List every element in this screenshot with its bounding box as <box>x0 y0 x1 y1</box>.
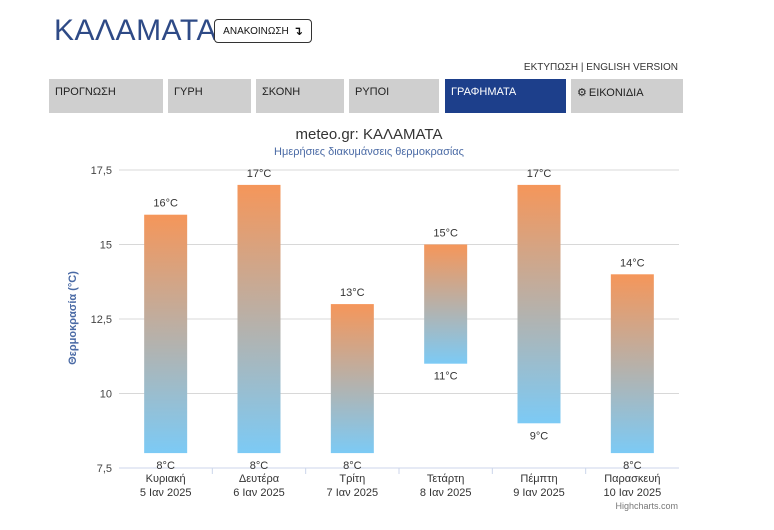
top-links: ΕΚΤΥΠΩΣΗ | ENGLISH VERSION <box>524 62 678 73</box>
low-temp-label: 8°C <box>343 460 362 472</box>
high-temp-label: 13°C <box>340 287 365 299</box>
link-separator: | <box>580 62 584 73</box>
tab-charts[interactable]: ΓΡΑΦΗΜΑΤΑ <box>445 79 566 113</box>
tab-label: ΠΡΟΓΝΩΣΗ <box>55 86 116 98</box>
x-category-day: Τετάρτη <box>427 473 465 485</box>
x-category-date: 9 Ιαν 2025 <box>513 487 565 499</box>
announcement-button[interactable]: ΑΝΑΚΟΙΝΩΣΗ ↴ <box>214 19 312 43</box>
y-tick-label: 12,5 <box>91 314 112 326</box>
tab-label: ΓΥΡΗ <box>174 86 203 98</box>
high-temp-label: 16°C <box>153 198 178 210</box>
chart-subtitle: Ημερήσιες διακυμάνσεις θερμοκρασίας <box>274 146 464 158</box>
print-link[interactable]: ΕΚΤΥΠΩΣΗ <box>523 62 579 73</box>
low-temp-label: 11°C <box>434 371 458 383</box>
chart-title: meteo.gr: ΚΑΛΑΜΑΤΑ <box>295 126 442 143</box>
temperature-bar[interactable] <box>424 244 468 364</box>
tab-label: ΡΥΠΟΙ <box>355 86 390 98</box>
low-temp-label: 9°C <box>530 430 549 442</box>
announcement-label: ΑΝΑΚΟΙΝΩΣΗ <box>223 25 289 37</box>
tab-dust[interactable]: ΣΚΟΝΗ <box>256 79 344 113</box>
y-tick-label: 15 <box>100 240 112 252</box>
temperature-bar[interactable] <box>517 184 561 424</box>
temperature-bar[interactable] <box>237 184 281 454</box>
page-title: ΚΑΛΑΜΑΤΑ <box>54 14 217 47</box>
credits[interactable]: Highcharts.com <box>615 501 678 511</box>
low-temp-label: 8°C <box>623 460 642 472</box>
high-temp-label: 17°C <box>527 168 552 180</box>
x-category-date: 10 Ιαν 2025 <box>603 487 661 499</box>
temperature-bar[interactable] <box>330 304 374 454</box>
gear-icon: ⚙ <box>577 87 587 99</box>
tab-forecast[interactable]: ΠΡΟΓΝΩΣΗ <box>49 79 163 113</box>
arrow-down-icon: ↴ <box>292 24 303 38</box>
x-category-date: 8 Ιαν 2025 <box>420 487 472 499</box>
tab-label: ΣΚΟΝΗ <box>262 86 301 98</box>
tab-pollen[interactable]: ΓΥΡΗ <box>168 79 251 113</box>
low-temp-label: 8°C <box>250 460 269 472</box>
high-temp-label: 17°C <box>247 168 272 180</box>
temperature-bar[interactable] <box>144 214 188 454</box>
english-version-link[interactable]: ENGLISH VERSION <box>586 62 678 73</box>
tab-pollutants[interactable]: ΡΥΠΟΙ <box>349 79 439 113</box>
tab-label: ΕΙΚΟΝΙΔΙΑ <box>588 87 644 99</box>
y-tick-label: 17,5 <box>91 165 112 177</box>
x-category-day: Πέμπτη <box>520 473 557 485</box>
y-axis-label: Θερμοκρασία (°C) <box>67 271 79 365</box>
temperature-bar[interactable] <box>610 274 654 454</box>
x-category-date: 6 Ιαν 2025 <box>233 487 285 499</box>
high-temp-label: 15°C <box>433 228 458 240</box>
x-category-day: Τρίτη <box>339 473 365 485</box>
x-category-day: Δευτέρα <box>239 473 280 485</box>
high-temp-label: 14°C <box>620 257 645 269</box>
x-category-day: Κυριακή <box>146 473 186 485</box>
y-tick-label: 10 <box>100 389 112 401</box>
tab-label: ΓΡΑΦΗΜΑΤΑ <box>451 86 517 98</box>
tab-icons[interactable]: ⚙ ΕΙΚΟΝΙΔΙΑ <box>571 79 683 113</box>
y-tick-label: 7,5 <box>97 463 112 475</box>
x-category-date: 5 Ιαν 2025 <box>140 487 192 499</box>
x-category-date: 7 Ιαν 2025 <box>327 487 379 499</box>
low-temp-label: 8°C <box>156 460 175 472</box>
x-category-day: Παρασκευή <box>604 473 660 485</box>
